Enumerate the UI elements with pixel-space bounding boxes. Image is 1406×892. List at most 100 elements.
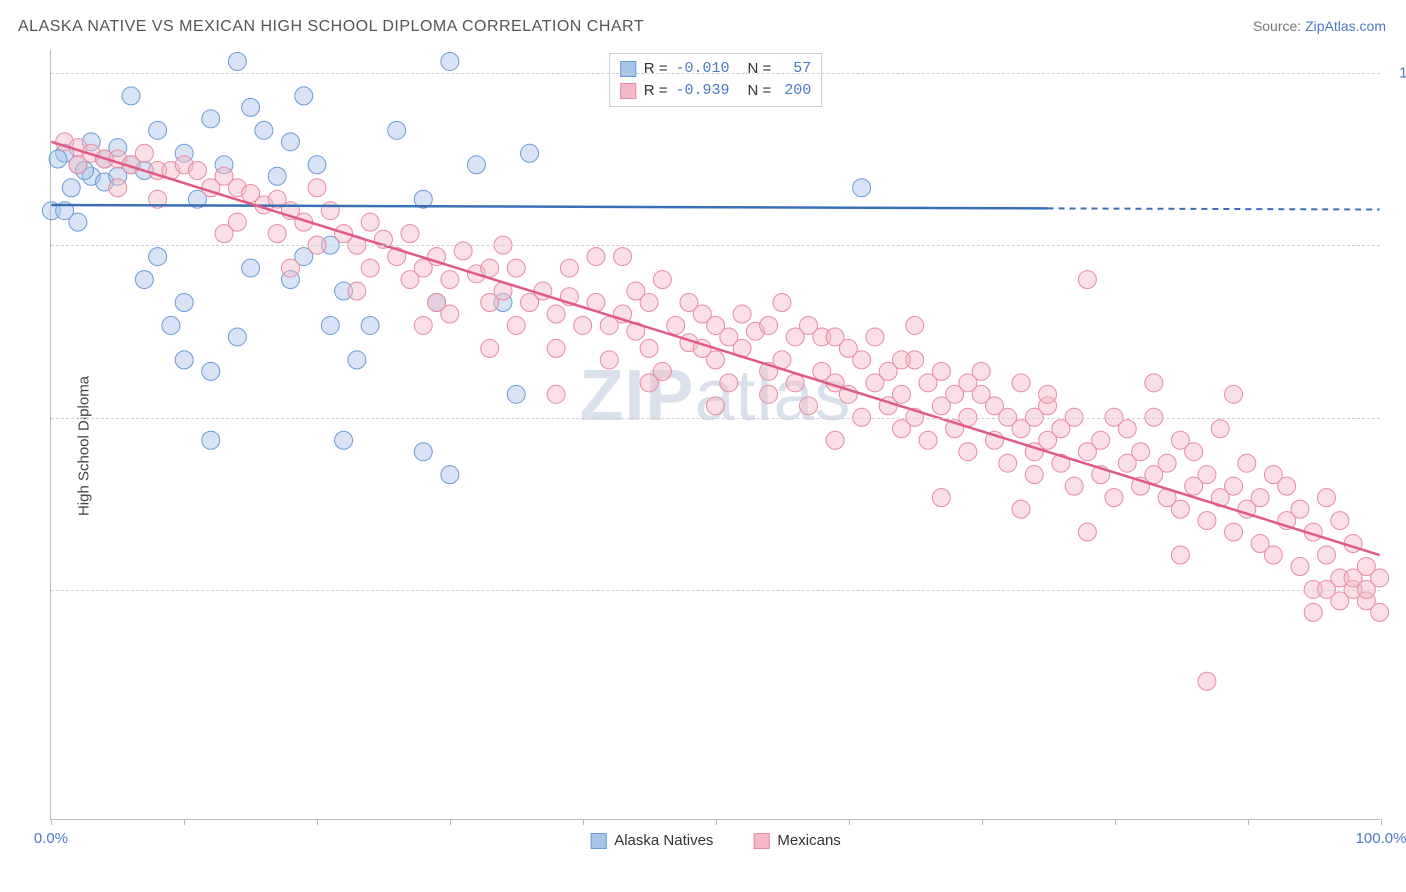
y-tick-label: 70.0% bbox=[1390, 409, 1406, 426]
scatter-point bbox=[786, 374, 804, 392]
scatter-point bbox=[348, 282, 366, 300]
scatter-point bbox=[467, 156, 485, 174]
scatter-point bbox=[627, 282, 645, 300]
legend-swatch bbox=[590, 833, 606, 849]
x-tick-mark bbox=[1248, 819, 1249, 825]
legend-n-value: 200 bbox=[779, 80, 811, 102]
scatter-point bbox=[69, 156, 87, 174]
x-tick-mark bbox=[1115, 819, 1116, 825]
plot-area: ZIPatlas R =-0.010N =57R =-0.939N =200 A… bbox=[50, 50, 1380, 820]
scatter-point bbox=[1132, 443, 1150, 461]
scatter-point bbox=[242, 259, 260, 277]
scatter-point bbox=[62, 179, 80, 197]
scatter-point bbox=[361, 259, 379, 277]
scatter-point bbox=[215, 225, 233, 243]
scatter-point bbox=[1039, 385, 1057, 403]
scatter-point bbox=[255, 121, 273, 139]
scatter-point bbox=[441, 466, 459, 484]
x-tick-mark bbox=[317, 819, 318, 825]
legend-r-value: -0.010 bbox=[675, 58, 729, 80]
gridline bbox=[51, 590, 1380, 591]
scatter-point bbox=[547, 339, 565, 357]
scatter-point bbox=[321, 316, 339, 334]
scatter-point bbox=[892, 351, 910, 369]
scatter-point bbox=[202, 110, 220, 128]
legend-r-value: -0.939 bbox=[675, 80, 729, 102]
legend-n-label: N = bbox=[748, 80, 772, 102]
scatter-point bbox=[932, 362, 950, 380]
legend-r-label: R = bbox=[644, 58, 668, 80]
scatter-point bbox=[414, 316, 432, 334]
x-tick-label: 0.0% bbox=[34, 830, 68, 847]
scatter-point bbox=[268, 225, 286, 243]
scatter-point bbox=[932, 489, 950, 507]
x-tick-mark bbox=[450, 819, 451, 825]
scatter-point bbox=[1291, 558, 1309, 576]
x-tick-mark bbox=[849, 819, 850, 825]
scatter-point bbox=[587, 248, 605, 266]
scatter-point bbox=[1225, 523, 1243, 541]
source-link[interactable]: ZipAtlas.com bbox=[1305, 18, 1386, 34]
legend-swatch bbox=[753, 833, 769, 849]
legend-item: Mexicans bbox=[753, 832, 840, 849]
scatter-point bbox=[122, 87, 140, 105]
scatter-point bbox=[1371, 603, 1389, 621]
scatter-point bbox=[1198, 512, 1216, 530]
scatter-point bbox=[1225, 385, 1243, 403]
scatter-point bbox=[69, 213, 87, 231]
scatter-point bbox=[959, 443, 977, 461]
chart-title: ALASKA NATIVE VS MEXICAN HIGH SCHOOL DIP… bbox=[18, 18, 644, 36]
y-tick-label: 55.0% bbox=[1390, 582, 1406, 599]
scatter-point bbox=[321, 202, 339, 220]
scatter-point bbox=[1318, 546, 1336, 564]
scatter-point bbox=[149, 121, 167, 139]
legend-r-label: R = bbox=[644, 80, 668, 102]
scatter-point bbox=[175, 351, 193, 369]
scatter-point bbox=[640, 339, 658, 357]
scatter-point bbox=[441, 271, 459, 289]
y-tick-label: 85.0% bbox=[1390, 237, 1406, 254]
legend-series-name: Mexicans bbox=[777, 832, 840, 849]
legend-n-label: N = bbox=[748, 58, 772, 80]
scatter-point bbox=[281, 259, 299, 277]
scatter-point bbox=[1278, 477, 1296, 495]
scatter-point bbox=[959, 374, 977, 392]
scatter-point bbox=[1092, 431, 1110, 449]
regression-line-dashed bbox=[1048, 208, 1380, 209]
scatter-point bbox=[1065, 477, 1083, 495]
chart-svg bbox=[51, 50, 1380, 819]
regression-line bbox=[51, 142, 1379, 555]
scatter-point bbox=[521, 144, 539, 162]
scatter-point bbox=[162, 316, 180, 334]
x-tick-mark bbox=[716, 819, 717, 825]
legend-row: R = -0.939 N = 200 bbox=[620, 80, 812, 102]
scatter-point bbox=[202, 362, 220, 380]
scatter-point bbox=[1105, 489, 1123, 507]
x-tick-mark bbox=[51, 819, 52, 825]
scatter-point bbox=[653, 271, 671, 289]
scatter-point bbox=[507, 316, 525, 334]
scatter-point bbox=[560, 259, 578, 277]
scatter-point bbox=[574, 316, 592, 334]
legend-swatch bbox=[620, 61, 636, 77]
legend-correlation: R =-0.010N =57R =-0.939N =200 bbox=[609, 53, 823, 107]
scatter-point bbox=[1025, 466, 1043, 484]
scatter-point bbox=[640, 374, 658, 392]
legend-swatch bbox=[620, 83, 636, 99]
scatter-point bbox=[228, 52, 246, 70]
scatter-point bbox=[348, 351, 366, 369]
source-label: Source: bbox=[1253, 18, 1305, 34]
scatter-point bbox=[361, 316, 379, 334]
scatter-point bbox=[1171, 546, 1189, 564]
scatter-point bbox=[853, 179, 871, 197]
scatter-point bbox=[175, 294, 193, 312]
scatter-point bbox=[149, 248, 167, 266]
scatter-point bbox=[826, 328, 844, 346]
legend-item: Alaska Natives bbox=[590, 832, 713, 849]
scatter-point bbox=[667, 316, 685, 334]
scatter-point bbox=[1318, 489, 1336, 507]
scatter-point bbox=[295, 87, 313, 105]
scatter-point bbox=[1145, 374, 1163, 392]
x-tick-label: 100.0% bbox=[1356, 830, 1406, 847]
scatter-point bbox=[109, 179, 127, 197]
